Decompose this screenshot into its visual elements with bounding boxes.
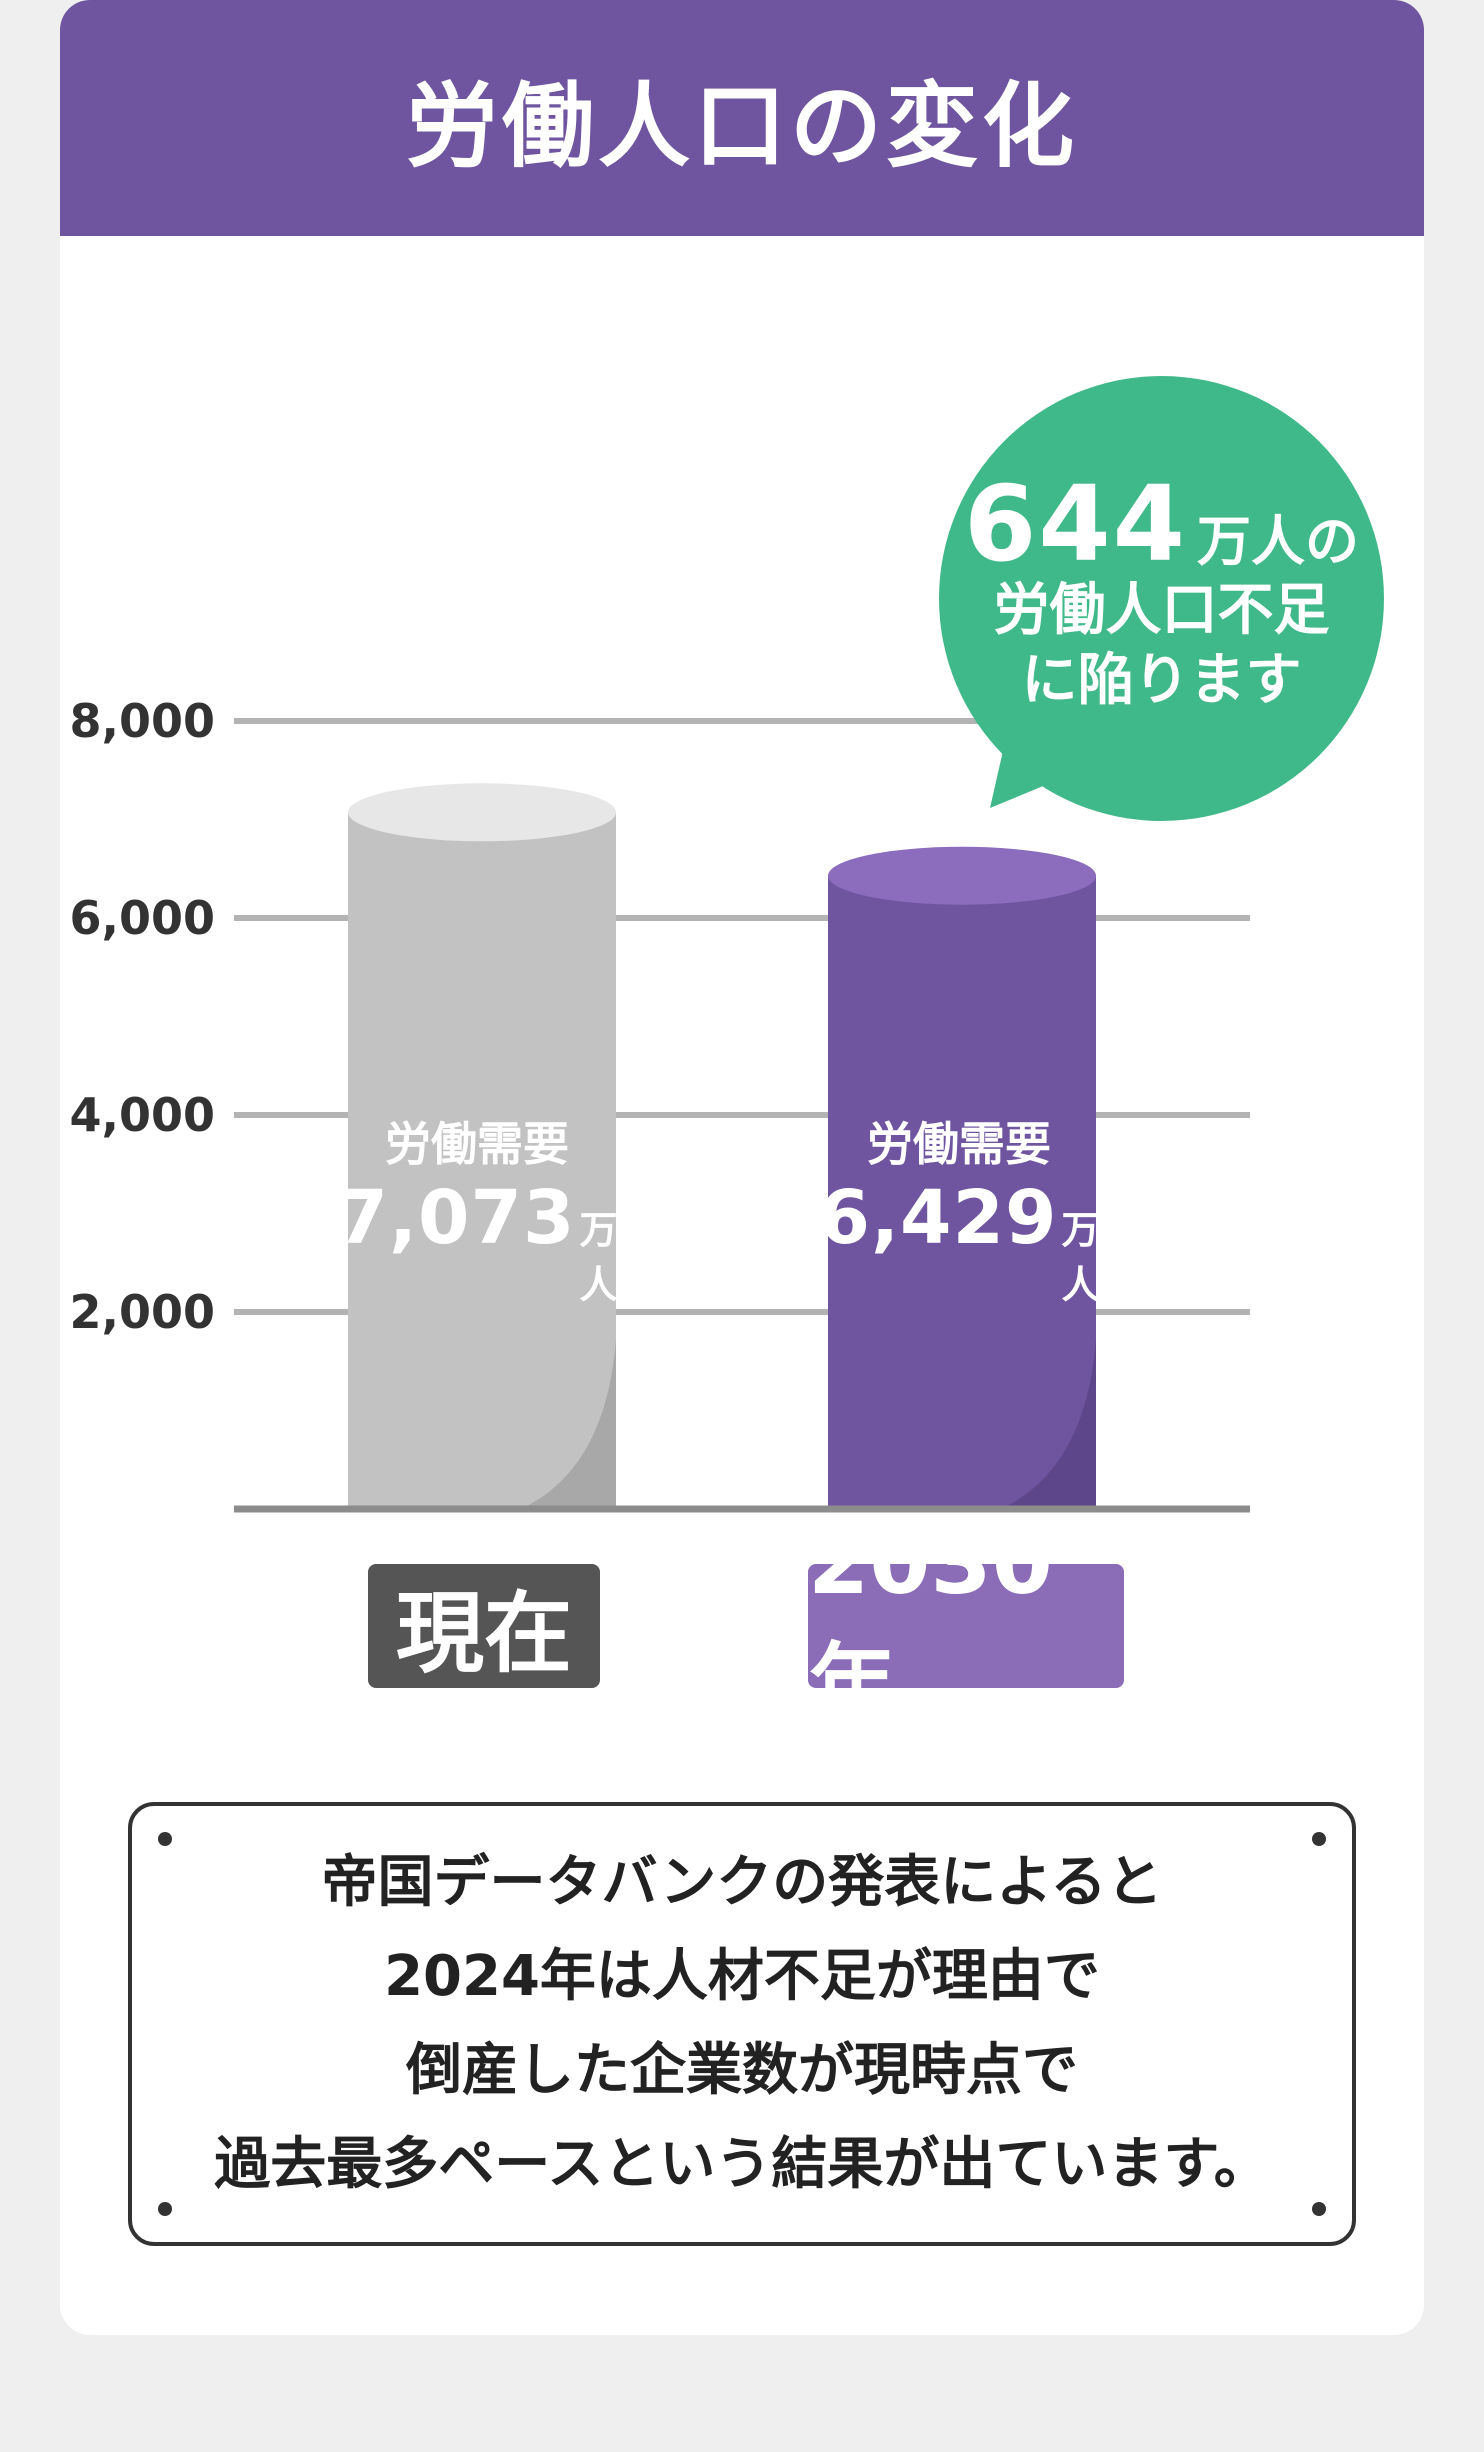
note-line-3: 倒産した企業数が現時点で [406, 2038, 1078, 2103]
y-tick-label: 2,000 [69, 1285, 215, 1339]
bar-cap [348, 783, 616, 842]
bar-label-2030: 労働需要 6,429 万人 [818, 1115, 1099, 1309]
shortage-number: 644 [963, 462, 1188, 585]
note-line-2: 2024年は人材不足が理由で [384, 1943, 1100, 2009]
note-corner-dot [1312, 1832, 1326, 1846]
shortage-bubble: 644 万人の 労働人口不足 に陥ります [939, 376, 1384, 821]
shortage-unit: 万人の [1197, 509, 1360, 573]
bar-name-current: 労働需要 [385, 1117, 569, 1171]
note-line-4: 過去最多ペースという結果が出ています。 [214, 2132, 1270, 2198]
note-line-1: 帝国データバンクの発表によると [321, 1849, 1163, 1915]
bar-value-2030: 6,429 [818, 1174, 1058, 1261]
bar-cap [828, 846, 1096, 905]
chart-card: 労働人口の変化 2,000 4,000 6,000 8,000 644 万人の 労働人… [60, 0, 1424, 2335]
bar-shadow [1001, 1339, 1096, 1509]
note-corner-dot [1312, 2202, 1326, 2216]
note-corner-dot [158, 2202, 172, 2216]
bar-chart: 2,000 4,000 6,000 8,000 [69, 694, 1250, 1513]
note-box: 帝国データバンクの発表によると 2024年は人材不足が理由で 倒産した企業数が現… [128, 1802, 1356, 2246]
note-corner-dot [158, 1832, 172, 1846]
y-tick-label: 6,000 [69, 891, 215, 945]
bar-unit-2030: 万人 [1061, 1207, 1100, 1307]
category-badge-2030: 2030年 [808, 1511, 1124, 1736]
bar-name-2030: 労働需要 [867, 1117, 1051, 1171]
bar [828, 875, 1096, 1509]
bar-value-current: 7,073 [336, 1174, 576, 1261]
bar-unit-current: 万人 [579, 1207, 618, 1307]
y-tick-label: 4,000 [69, 1088, 215, 1142]
shortage-line-2: 労働人口不足 [993, 577, 1330, 643]
bar [348, 812, 616, 1509]
shortage-line-3: に陥ります [1021, 647, 1302, 713]
page-title: 労働人口の変化 [60, 0, 1424, 236]
category-badge-current: 現在 [368, 1564, 600, 1688]
y-tick-label: 8,000 [69, 694, 215, 748]
bar-shadow [521, 1339, 616, 1509]
bar-label-current: 労働需要 7,073 万人 [336, 1115, 617, 1309]
